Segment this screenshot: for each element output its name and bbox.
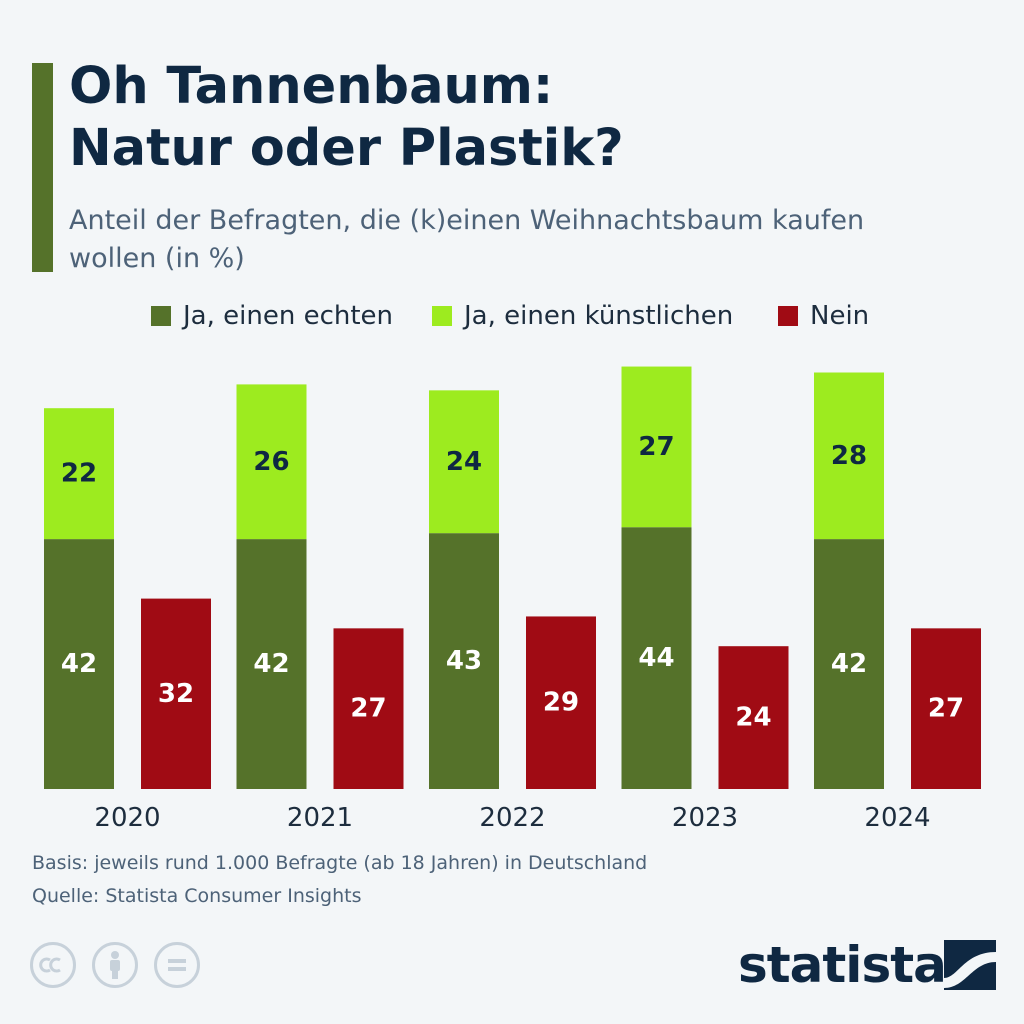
attribution-icon[interactable] [92,942,138,988]
data-label-echt-2022: 43 [446,646,482,676]
legend-swatch-echt [151,306,171,326]
data-label-kuenstlich-2020: 22 [61,459,97,489]
bar-echt-2020 [44,539,114,789]
data-label-kuenstlich-2023: 27 [638,432,674,462]
title-line-2: Natur oder Plastik? [69,119,624,178]
bar-echt-2023 [621,527,692,789]
bar-kuenstlich-2020 [44,408,114,540]
legend-label-echt: Ja, einen echten [183,301,394,331]
footer-basis: Basis: jeweils rund 1.000 Befragte (ab 1… [32,852,648,874]
no-derivatives-icon[interactable] [154,942,200,988]
data-label-nein-2023: 24 [735,703,771,733]
title-accent-bar [32,63,53,272]
bar-kuenstlich-2023 [621,366,692,528]
statista-mark-icon [944,940,996,990]
data-label-nein-2020: 32 [158,679,194,709]
chart-title: Oh Tannenbaum: Natur oder Plastik? [69,56,624,180]
data-label-kuenstlich-2021: 26 [253,447,289,477]
bar-nein-2020 [141,598,211,789]
data-label-kuenstlich-2024: 28 [831,441,867,471]
bar-kuenstlich-2022 [429,390,499,534]
bar-echt-2021 [236,539,307,789]
bar-nein-2021 [333,628,404,789]
x-tick-label-2023: 2023 [672,803,738,833]
data-label-echt-2021: 42 [253,649,289,679]
chart-subtitle: Anteil der Befragten, die (k)einen Weihn… [69,205,865,274]
logo-text: statista [738,936,947,994]
bar-kuenstlich-2024 [814,372,884,540]
x-tick-label-2020: 2020 [94,803,160,833]
data-label-echt-2024: 42 [831,649,867,679]
bar-chart: 42 22 32 2020 42 26 27 2021 43 24 29 2022 44 27 24 2023… [44,366,981,833]
data-label-kuenstlich-2022: 24 [446,447,482,477]
cc-icon[interactable] [30,942,76,988]
data-label-nein-2022: 29 [543,688,579,718]
legend-swatch-nein [778,306,798,326]
x-tick-label-2022: 2022 [479,803,545,833]
bar-kuenstlich-2021 [236,384,307,540]
bar-echt-2024 [814,539,884,789]
bar-nein-2024 [911,628,981,789]
bar-nein-2022 [526,616,596,789]
data-label-echt-2020: 42 [61,649,97,679]
data-label-nein-2021: 27 [350,694,386,724]
data-label-nein-2024: 27 [928,694,964,724]
legend-swatch-kuenstlich [432,306,452,326]
bar-nein-2023 [718,646,789,789]
legend-label-kuenstlich: Ja, einen künstlichen [464,301,734,331]
title-line-1: Oh Tannenbaum: [69,57,554,116]
bar-echt-2022 [429,533,499,789]
data-label-echt-2023: 44 [638,643,674,673]
legend-label-nein: Nein [810,301,870,331]
x-tick-label-2021: 2021 [287,803,353,833]
legend: Ja, einen echten Ja, einen künstlichen N… [0,296,1024,336]
x-tick-label-2024: 2024 [864,803,930,833]
footer-source: Quelle: Statista Consumer Insights [32,885,362,907]
